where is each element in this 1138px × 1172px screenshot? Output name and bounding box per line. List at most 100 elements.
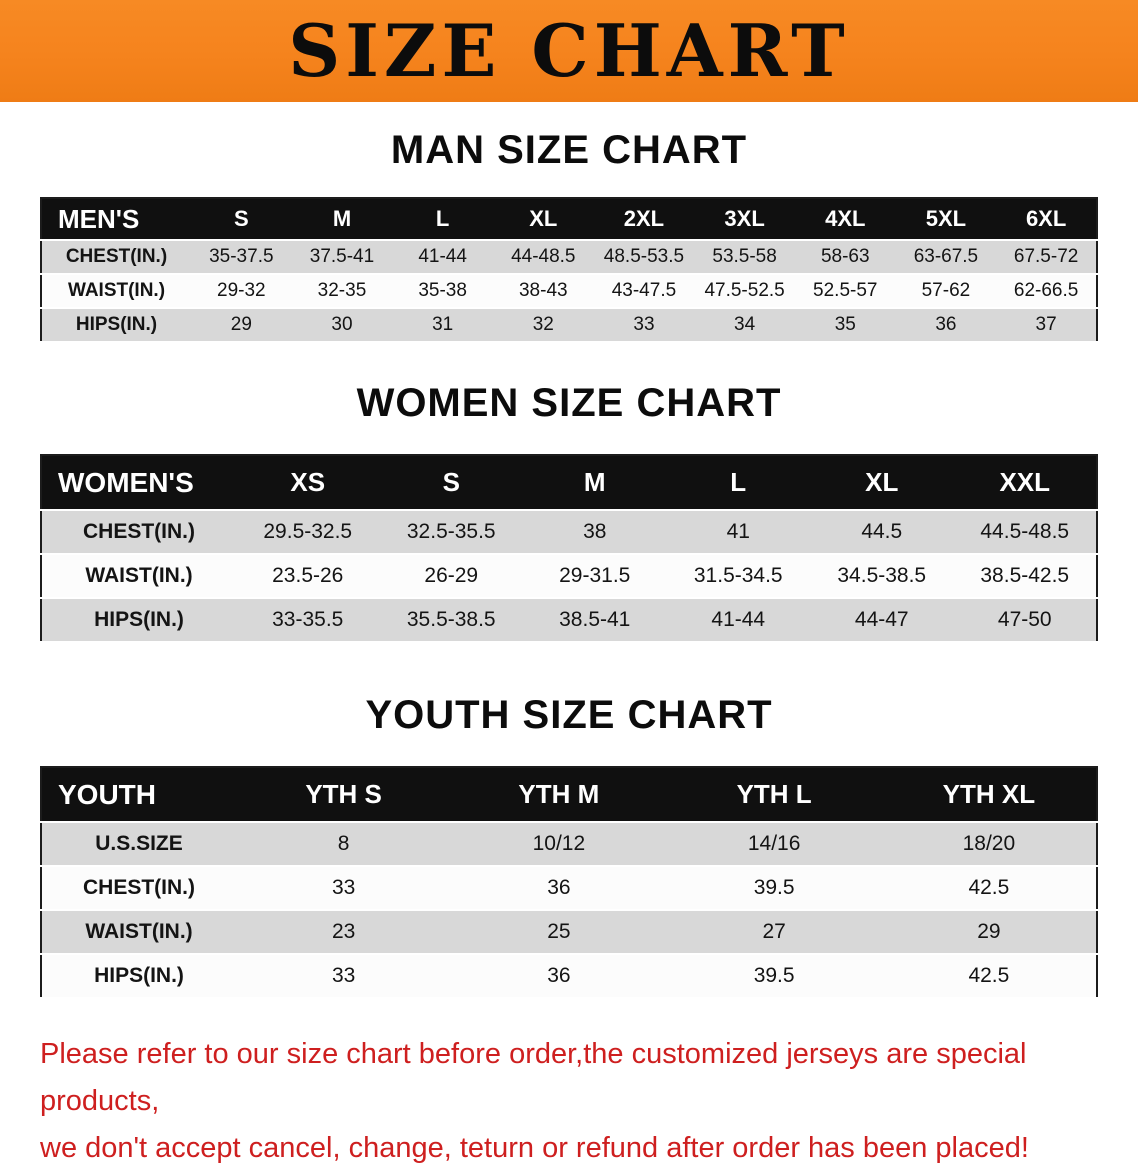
man-size-chart-heading: MAN SIZE CHART (390, 128, 748, 172)
value-cell: 27 (666, 910, 882, 955)
value-cell: 36 (451, 866, 667, 911)
value-cell: 44.5-48.5 (953, 510, 1097, 555)
size-header-cell: 2XL (593, 198, 695, 241)
value-cell: 63-67.5 (895, 240, 997, 275)
value-cell: 29 (191, 308, 292, 343)
value-cell: 36 (451, 954, 667, 999)
value-cell: 43-47.5 (593, 274, 695, 309)
size-header-cell: 3XL (694, 198, 795, 241)
table-row: U.S.SIZE 8 10/12 14/16 18/20 (41, 822, 1097, 867)
size-header-cell: YTH XL (881, 767, 1097, 823)
size-chart-banner: SIZE CHART (0, 0, 1138, 102)
men-size-table: MEN'S S M L XL 2XL 3XL 4XL 5XL 6XL CHEST(IN.) 35-37… (40, 197, 1098, 343)
value-cell: 36 (895, 308, 997, 343)
size-header-cell: 4XL (794, 198, 896, 241)
size-header-cell: S (191, 198, 292, 241)
value-cell: 25 (451, 910, 667, 955)
value-cell: 32.5-35.5 (379, 510, 523, 555)
table-row: CHEST(IN.) 29.5-32.5 32.5-35.5 38 41 44.5 44.5… (41, 510, 1097, 555)
table-title-cell: YOUTH (41, 767, 236, 823)
row-label-cell: CHEST(IN.) (41, 240, 191, 275)
value-cell: 42.5 (881, 866, 1097, 911)
size-chart-title: SIZE CHART (288, 8, 850, 93)
value-cell: 23.5-26 (236, 554, 380, 599)
value-cell: 39.5 (666, 866, 882, 911)
value-cell: 32 (492, 308, 594, 343)
size-header-cell: L (666, 455, 810, 511)
table-row: WAIST(IN.) 23 25 27 29 (41, 910, 1097, 955)
women-size-table: WOMEN'S XS S M L XL XXL CHEST(IN.) 29.5-32.5 32.5… (40, 454, 1098, 643)
value-cell: 38 (523, 510, 667, 555)
row-label-cell: CHEST(IN.) (41, 510, 236, 555)
youth-size-table: YOUTH YTH S YTH M YTH L YTH XL U.S.SIZE 8 10/12… (40, 766, 1098, 999)
value-cell: 41-44 (666, 598, 810, 643)
disclaimer: Please refer to our size chart before or… (40, 1031, 1100, 1172)
value-cell: 33 (236, 954, 452, 999)
value-cell: 42.5 (881, 954, 1097, 999)
table-header-row: YOUTH YTH S YTH M YTH L YTH XL (41, 767, 1097, 823)
value-cell: 34.5-38.5 (810, 554, 954, 599)
value-cell: 29-32 (191, 274, 292, 309)
size-header-cell: XL (810, 455, 954, 511)
table-row: WAIST(IN.) 29-32 32-35 35-38 38-43 43-47.5 47.… (41, 274, 1097, 309)
value-cell: 8 (236, 822, 452, 867)
value-cell: 44-47 (810, 598, 954, 643)
size-header-cell: YTH M (451, 767, 667, 823)
table-row: HIPS(IN.) 33 36 39.5 42.5 (41, 954, 1097, 999)
row-label-cell: WAIST(IN.) (41, 554, 236, 599)
size-header-cell: M (523, 455, 667, 511)
size-header-cell: M (291, 198, 393, 241)
value-cell: 35 (794, 308, 896, 343)
value-cell: 14/16 (666, 822, 882, 867)
value-cell: 38-43 (492, 274, 594, 309)
size-header-cell: XXL (953, 455, 1097, 511)
row-label-cell: WAIST(IN.) (41, 910, 236, 955)
size-header-cell: S (379, 455, 523, 511)
value-cell: 62-66.5 (996, 274, 1097, 309)
value-cell: 34 (694, 308, 795, 343)
value-cell: 57-62 (895, 274, 997, 309)
value-cell: 47.5-52.5 (694, 274, 795, 309)
table-row: CHEST(IN.) 35-37.5 37.5-41 41-44 44-48.5 48.5… (41, 240, 1097, 275)
value-cell: 10/12 (451, 822, 667, 867)
size-header-cell: 6XL (996, 198, 1097, 241)
value-cell: 35-38 (392, 274, 493, 309)
row-label-cell: U.S.SIZE (41, 822, 236, 867)
value-cell: 48.5-53.5 (593, 240, 695, 275)
value-cell: 38.5-42.5 (953, 554, 1097, 599)
table-header-row: WOMEN'S XS S M L XL XXL (41, 455, 1097, 511)
value-cell: 29-31.5 (523, 554, 667, 599)
size-header-cell: YTH S (236, 767, 452, 823)
value-cell: 23 (236, 910, 452, 955)
table-row: HIPS(IN.) 33-35.5 35.5-38.5 38.5-41 41-44 44-… (41, 598, 1097, 643)
disclaimer-line-1: Please refer to our size chart before or… (40, 1038, 1027, 1117)
value-cell: 29.5-32.5 (236, 510, 380, 555)
size-header-cell: L (392, 198, 493, 241)
value-cell: 52.5-57 (794, 274, 896, 309)
value-cell: 33-35.5 (236, 598, 380, 643)
value-cell: 41 (666, 510, 810, 555)
value-cell: 33 (236, 866, 452, 911)
table-row: WAIST(IN.) 23.5-26 26-29 29-31.5 31.5-34.5 34… (41, 554, 1097, 599)
value-cell: 37 (996, 308, 1097, 343)
value-cell: 35-37.5 (191, 240, 292, 275)
value-cell: 33 (593, 308, 695, 343)
value-cell: 67.5-72 (996, 240, 1097, 275)
row-label-cell: HIPS(IN.) (41, 954, 236, 999)
women-size-chart-heading: WOMEN SIZE CHART (356, 381, 782, 425)
youth-size-chart-heading: YOUTH SIZE CHART (365, 693, 773, 737)
value-cell: 31.5-34.5 (666, 554, 810, 599)
row-label-cell: WAIST(IN.) (41, 274, 191, 309)
value-cell: 31 (392, 308, 493, 343)
value-cell: 47-50 (953, 598, 1097, 643)
value-cell: 44-48.5 (492, 240, 594, 275)
value-cell: 38.5-41 (523, 598, 667, 643)
size-header-cell: XS (236, 455, 380, 511)
row-label-cell: HIPS(IN.) (41, 308, 191, 343)
value-cell: 53.5-58 (694, 240, 795, 275)
value-cell: 30 (291, 308, 393, 343)
row-label-cell: HIPS(IN.) (41, 598, 236, 643)
value-cell: 39.5 (666, 954, 882, 999)
value-cell: 26-29 (379, 554, 523, 599)
table-title-cell: WOMEN'S (41, 455, 236, 511)
